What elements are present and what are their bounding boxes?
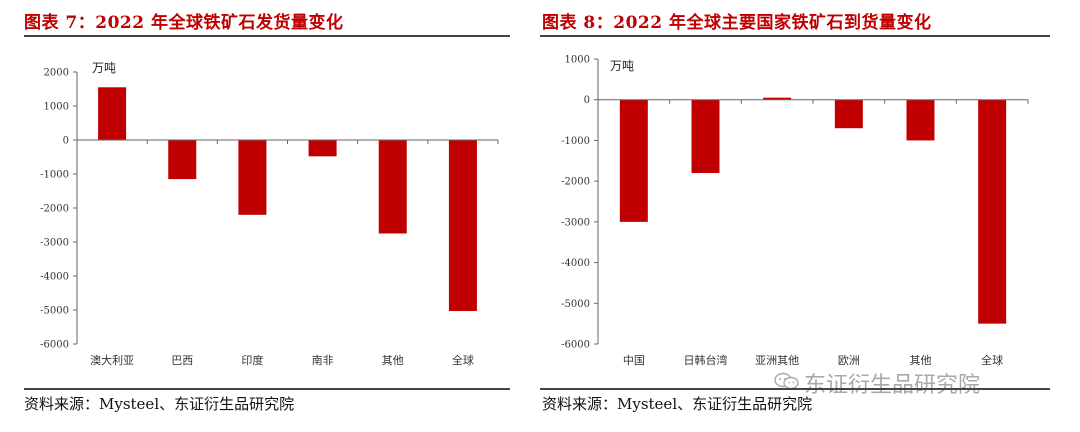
- x-category-label: 巴西: [171, 354, 193, 367]
- figure-8-panel: 图表 8：2022 年全球主要国家铁矿石到货量变化 1000 0 -1000 -200…: [540, 0, 1080, 432]
- bar: [834, 99, 863, 129]
- source-divider: [540, 388, 1050, 390]
- y-tick-label: -2000: [561, 177, 590, 188]
- x-category-label: 印度: [241, 353, 263, 367]
- figure-8-title: 图表 8：2022 年全球主要国家铁矿石到货量变化: [542, 13, 932, 33]
- x-category-label: 澳大利亚: [90, 353, 134, 367]
- x-category-label: 全球: [452, 353, 474, 367]
- y-tick-label: 0: [584, 95, 590, 106]
- title-divider: [540, 35, 1050, 37]
- y-tick-label: 1000: [565, 55, 590, 66]
- x-category-label: 中国: [623, 354, 645, 367]
- source-divider: [24, 388, 510, 390]
- y-tick-label: -1000: [40, 170, 69, 181]
- watermark-text: 东证衍生品研究院: [804, 373, 981, 398]
- x-category-label: 亚洲其他: [755, 354, 799, 367]
- bar: [978, 99, 1007, 324]
- y-tick-label: -1000: [561, 136, 590, 147]
- bar: [619, 99, 648, 222]
- bar: [906, 99, 935, 141]
- y-tick-label: -2000: [40, 204, 69, 215]
- wechat-icon: [774, 372, 799, 390]
- x-category-label: 南非: [312, 354, 334, 367]
- figure-7-source: 资料来源：Mysteel、东证衍生品研究院: [24, 395, 295, 413]
- bar: [308, 140, 337, 157]
- bar: [238, 140, 267, 215]
- y-tick-label: 0: [63, 136, 69, 147]
- x-category-label: 其他: [382, 354, 404, 367]
- unit-label: 万吨: [92, 61, 116, 75]
- bar: [691, 99, 720, 173]
- figure-7-panel: 图表 7：2022 年全球铁矿石发货量变化 2000 1000 0 -1000 -200…: [24, 13, 510, 413]
- y-tick-label: -5000: [561, 299, 590, 310]
- x-category-label: 其他: [910, 354, 932, 367]
- figure-7-title: 图表 7：2022 年全球铁矿石发货量变化: [24, 13, 344, 33]
- bar: [448, 140, 477, 312]
- x-category-label: 全球: [981, 353, 1003, 367]
- y-tick-label: -4000: [561, 258, 590, 269]
- x-category-label: 欧洲: [838, 354, 860, 367]
- y-axis: 1000 0 -1000 -2000 -3000 -4000 -5000 -6000: [561, 55, 599, 351]
- y-tick-label: -5000: [40, 306, 69, 317]
- figure-8-chart: 1000 0 -1000 -2000 -3000 -4000 -5000 -6000 中国 日韩台…: [561, 55, 1029, 367]
- bar: [378, 140, 407, 234]
- figure-8-source: 资料来源：Mysteel、东证衍生品研究院: [542, 395, 813, 413]
- y-axis: 2000 1000 0 -1000 -2000 -3000 -4000 -5000 -6000: [40, 68, 78, 351]
- unit-label: 万吨: [610, 59, 634, 73]
- bar: [168, 140, 197, 180]
- bar: [763, 97, 792, 100]
- y-tick-label: -4000: [40, 272, 69, 283]
- y-tick-label: -6000: [561, 340, 590, 351]
- figure-7-chart: 2000 1000 0 -1000 -2000 -3000 -4000 -5000 -6000 澳…: [40, 61, 499, 367]
- bar: [98, 87, 127, 140]
- x-category-label: 日韩台湾: [684, 353, 728, 367]
- y-tick-label: -6000: [40, 340, 69, 351]
- y-tick-label: -3000: [40, 238, 69, 249]
- y-tick-label: 1000: [44, 102, 69, 113]
- title-divider: [24, 35, 510, 37]
- y-tick-label: -3000: [561, 217, 590, 228]
- y-tick-label: 2000: [44, 68, 69, 79]
